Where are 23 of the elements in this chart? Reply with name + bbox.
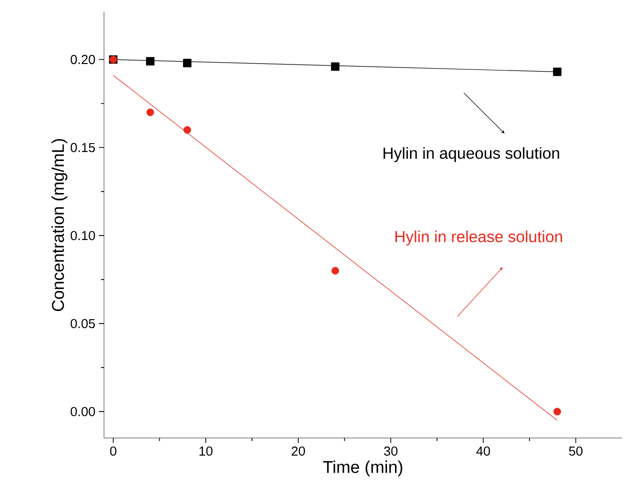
x-tick-label: 0 [110,446,116,456]
point [146,57,154,66]
point [331,62,340,71]
point [146,108,154,116]
y-tick-label: 0.05 [70,318,95,328]
point [553,408,562,416]
x-tick-label: 50 [569,446,582,456]
x-tick-label: 10 [200,446,212,456]
annotation: Hylin in release solution [395,230,562,246]
x-axis-title: Time (min) [323,460,402,476]
point [183,58,192,68]
annotation: Hylin in aqueous solution [384,147,560,162]
point [331,266,340,275]
point [183,126,192,134]
y-tick-label: 0.15 [70,142,95,152]
y-tick-label: 0.10 [70,230,95,240]
x-tick-label: 40 [476,446,490,456]
point [553,68,562,76]
y-tick-label: 0.00 [70,406,95,416]
y-tick-label: 0.20 [70,54,95,64]
y-axis-title: Concentration (mg/mL) [52,139,68,312]
x-tick-label: 20 [292,446,305,456]
x-tick-label: 30 [384,446,398,456]
